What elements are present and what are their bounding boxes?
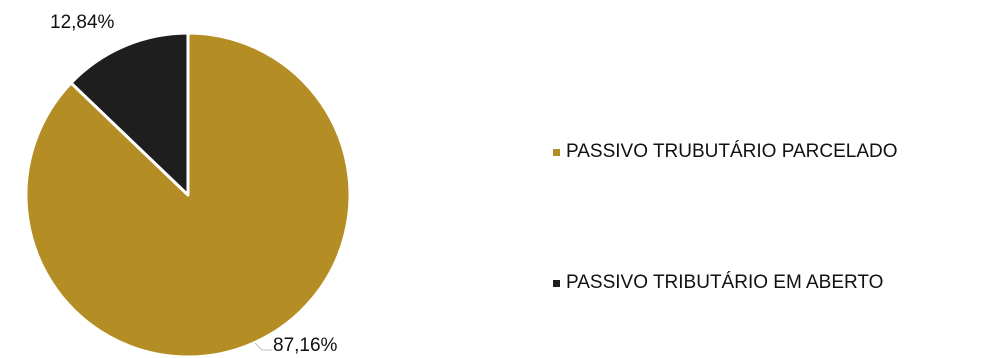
- legend-item-2: PASSIVO TRIBUTÁRIO EM ABERTO: [553, 272, 883, 293]
- leader-line-1: [254, 342, 272, 351]
- legend-swatch-2: [553, 280, 560, 287]
- legend-swatch-1: [553, 149, 560, 156]
- pie-slices: [24, 31, 352, 358]
- pie-slice-2: [69, 31, 190, 197]
- data-labels: 87,16% 12,84%: [50, 12, 338, 356]
- data-label-2: 12,84%: [50, 12, 115, 33]
- legend-label-1: PASSIVO TRUBUTÁRIO PARCELADO: [566, 141, 898, 162]
- legend-label-2: PASSIVO TRIBUTÁRIO EM ABERTO: [566, 272, 883, 293]
- legend: PASSIVO TRUBUTÁRIO PARCELADO PASSIVO TRIB…: [553, 141, 898, 293]
- leader-lines: [254, 342, 272, 351]
- data-label-1: 87,16%: [273, 335, 338, 356]
- legend-item-1: PASSIVO TRUBUTÁRIO PARCELADO: [553, 141, 898, 162]
